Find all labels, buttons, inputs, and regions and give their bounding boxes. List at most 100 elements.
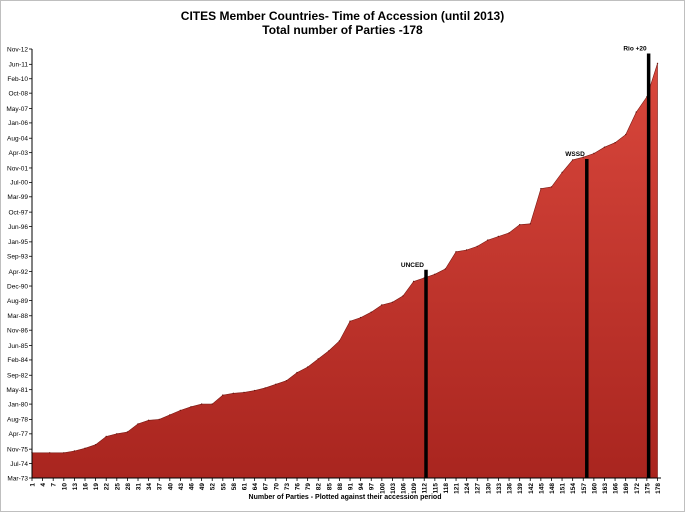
x-tick-label: 79 — [305, 483, 312, 491]
accession-point — [169, 414, 171, 416]
y-tick-label: Aug-89 — [7, 298, 28, 305]
accession-point — [508, 232, 510, 234]
x-tick-label: 19 — [93, 483, 100, 491]
accession-point — [465, 249, 468, 251]
x-tick-label: 151 — [560, 483, 567, 494]
x-axis-label: Number of Parties - Plotted against thei… — [248, 494, 442, 501]
y-tick-label: Oct-08 — [8, 90, 28, 97]
x-tick-label: 1 — [30, 483, 37, 487]
y-tick-label: Jul-00 — [10, 180, 28, 187]
accession-point — [529, 223, 531, 225]
accession-point — [614, 142, 616, 144]
accession-point — [359, 316, 362, 319]
x-tick-label: 49 — [199, 483, 206, 491]
y-tick-label: May-81 — [6, 387, 28, 394]
x-tick-label: 64 — [252, 483, 259, 491]
y-tick-label: Apr-92 — [8, 269, 28, 276]
accession-point — [84, 447, 86, 449]
y-tick-label: Jan-06 — [8, 120, 28, 127]
annotation-label-rio-20: Rio +20 — [623, 46, 647, 53]
x-tick-label: 136 — [507, 483, 514, 494]
x-tick-label: 4 — [40, 483, 47, 487]
accession-point — [349, 320, 351, 322]
x-tick-label: 28 — [125, 483, 132, 491]
x-tick-label: 22 — [104, 483, 111, 491]
x-tick-label: 124 — [464, 483, 471, 494]
x-tick-label: 172 — [634, 483, 641, 494]
accession-point — [253, 389, 256, 392]
x-tick-label: 139 — [517, 483, 524, 494]
y-tick-label: Nov-86 — [7, 327, 28, 334]
y-tick-label: Aug-04 — [7, 136, 28, 143]
accession-point — [497, 235, 500, 238]
accession-point — [179, 409, 182, 412]
accession-point — [158, 418, 160, 421]
x-tick-label: 130 — [485, 483, 492, 494]
x-tick-label: 157 — [581, 483, 588, 494]
y-tick-label: Apr-77 — [8, 431, 28, 438]
accession-point — [211, 403, 213, 405]
y-tick-label: Jun-11 — [9, 62, 29, 69]
x-tick-label: 13 — [72, 483, 79, 491]
x-tick-label: 163 — [602, 483, 609, 494]
accession-point — [582, 156, 584, 158]
accession-point — [275, 383, 277, 385]
y-tick-label: Nov-75 — [7, 446, 28, 453]
y-tick-label: Nov-12 — [7, 46, 28, 53]
accession-point — [264, 387, 266, 389]
x-tick-label: 73 — [284, 483, 291, 491]
annotation-label-unced: UNCED — [401, 262, 424, 269]
x-tick-label: 133 — [496, 483, 503, 494]
accession-point — [561, 171, 563, 174]
x-tick-label: 94 — [358, 483, 365, 491]
accession-point — [73, 450, 76, 452]
x-tick-label: 52 — [210, 483, 217, 491]
accession-point — [338, 340, 341, 342]
x-tick-label: 31 — [136, 483, 143, 491]
accession-point — [137, 423, 139, 425]
x-tick-label: 145 — [538, 483, 545, 494]
accession-point — [285, 380, 288, 382]
y-tick-label: Jun-96 — [8, 224, 28, 231]
y-tick-label: Mar-73 — [7, 475, 28, 482]
x-tick-label: 82 — [316, 483, 323, 491]
x-tick-label: 112 — [422, 483, 429, 494]
x-tick-label: 58 — [231, 483, 238, 491]
x-tick-label: 91 — [348, 483, 355, 491]
x-tick-label: 154 — [570, 483, 577, 494]
x-tick-label: 100 — [379, 483, 386, 494]
x-tick-label: 76 — [295, 483, 302, 491]
x-tick-label: 178 — [655, 483, 662, 494]
y-tick-label: Jan-95 — [8, 239, 28, 246]
x-tick-label: 88 — [337, 483, 344, 491]
x-tick-label: 37 — [157, 483, 164, 491]
chart-subtitle: Total number of Parties -178 — [262, 23, 423, 37]
accession-point — [222, 394, 224, 396]
accession-point — [147, 419, 150, 421]
chart-title: CITES Member Countries- Time of Accessio… — [180, 9, 505, 23]
accession-point — [370, 311, 372, 313]
accession-point — [476, 245, 478, 248]
accession-point — [94, 444, 97, 446]
accession-point — [550, 186, 553, 188]
y-tick-label: Nov-01 — [7, 165, 28, 172]
annotation-label-wssd: WSSD — [565, 151, 585, 158]
accession-point — [625, 133, 627, 136]
x-tick-label: 175 — [644, 483, 651, 494]
accession-point — [63, 452, 65, 454]
y-tick-label: Aug-78 — [7, 417, 28, 424]
accession-point — [391, 301, 394, 303]
x-tick-label: 142 — [528, 483, 535, 494]
y-tick-label: Jul-74 — [10, 461, 28, 468]
y-tick-label: Sep-93 — [7, 254, 28, 261]
accession-point — [412, 280, 415, 283]
x-tick-label: 25 — [114, 483, 121, 491]
accession-point — [635, 111, 637, 113]
x-tick-label: 16 — [83, 483, 90, 491]
x-tick-label: 121 — [454, 483, 461, 494]
y-tick-label: Mar-88 — [7, 313, 28, 320]
x-tick-label: 34 — [146, 483, 153, 491]
x-tick-label: 97 — [369, 483, 376, 491]
x-tick-label: 127 — [475, 483, 482, 494]
